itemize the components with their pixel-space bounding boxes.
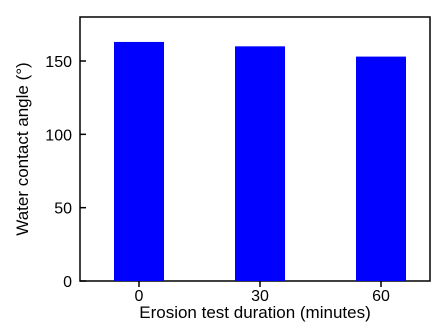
y-axis-ticks: 0 50 100 150 (45, 54, 86, 291)
bar-60 (356, 56, 406, 281)
y-tick-label: 0 (63, 274, 72, 291)
y-tick-label: 150 (45, 54, 72, 71)
y-axis-title: Water contact angle (°) (13, 62, 32, 235)
x-tick-label: 60 (372, 288, 390, 305)
y-tick-label: 100 (45, 127, 72, 144)
bar-0 (114, 41, 164, 281)
x-tick-label: 30 (251, 288, 269, 305)
x-tick-label: 0 (135, 288, 144, 305)
x-axis-ticks: 0 30 60 (135, 281, 390, 305)
bar-30 (235, 46, 285, 282)
bars-group (114, 41, 406, 282)
x-axis-title: Erosion test duration (minutes) (139, 303, 371, 322)
y-tick-label: 50 (54, 201, 72, 218)
